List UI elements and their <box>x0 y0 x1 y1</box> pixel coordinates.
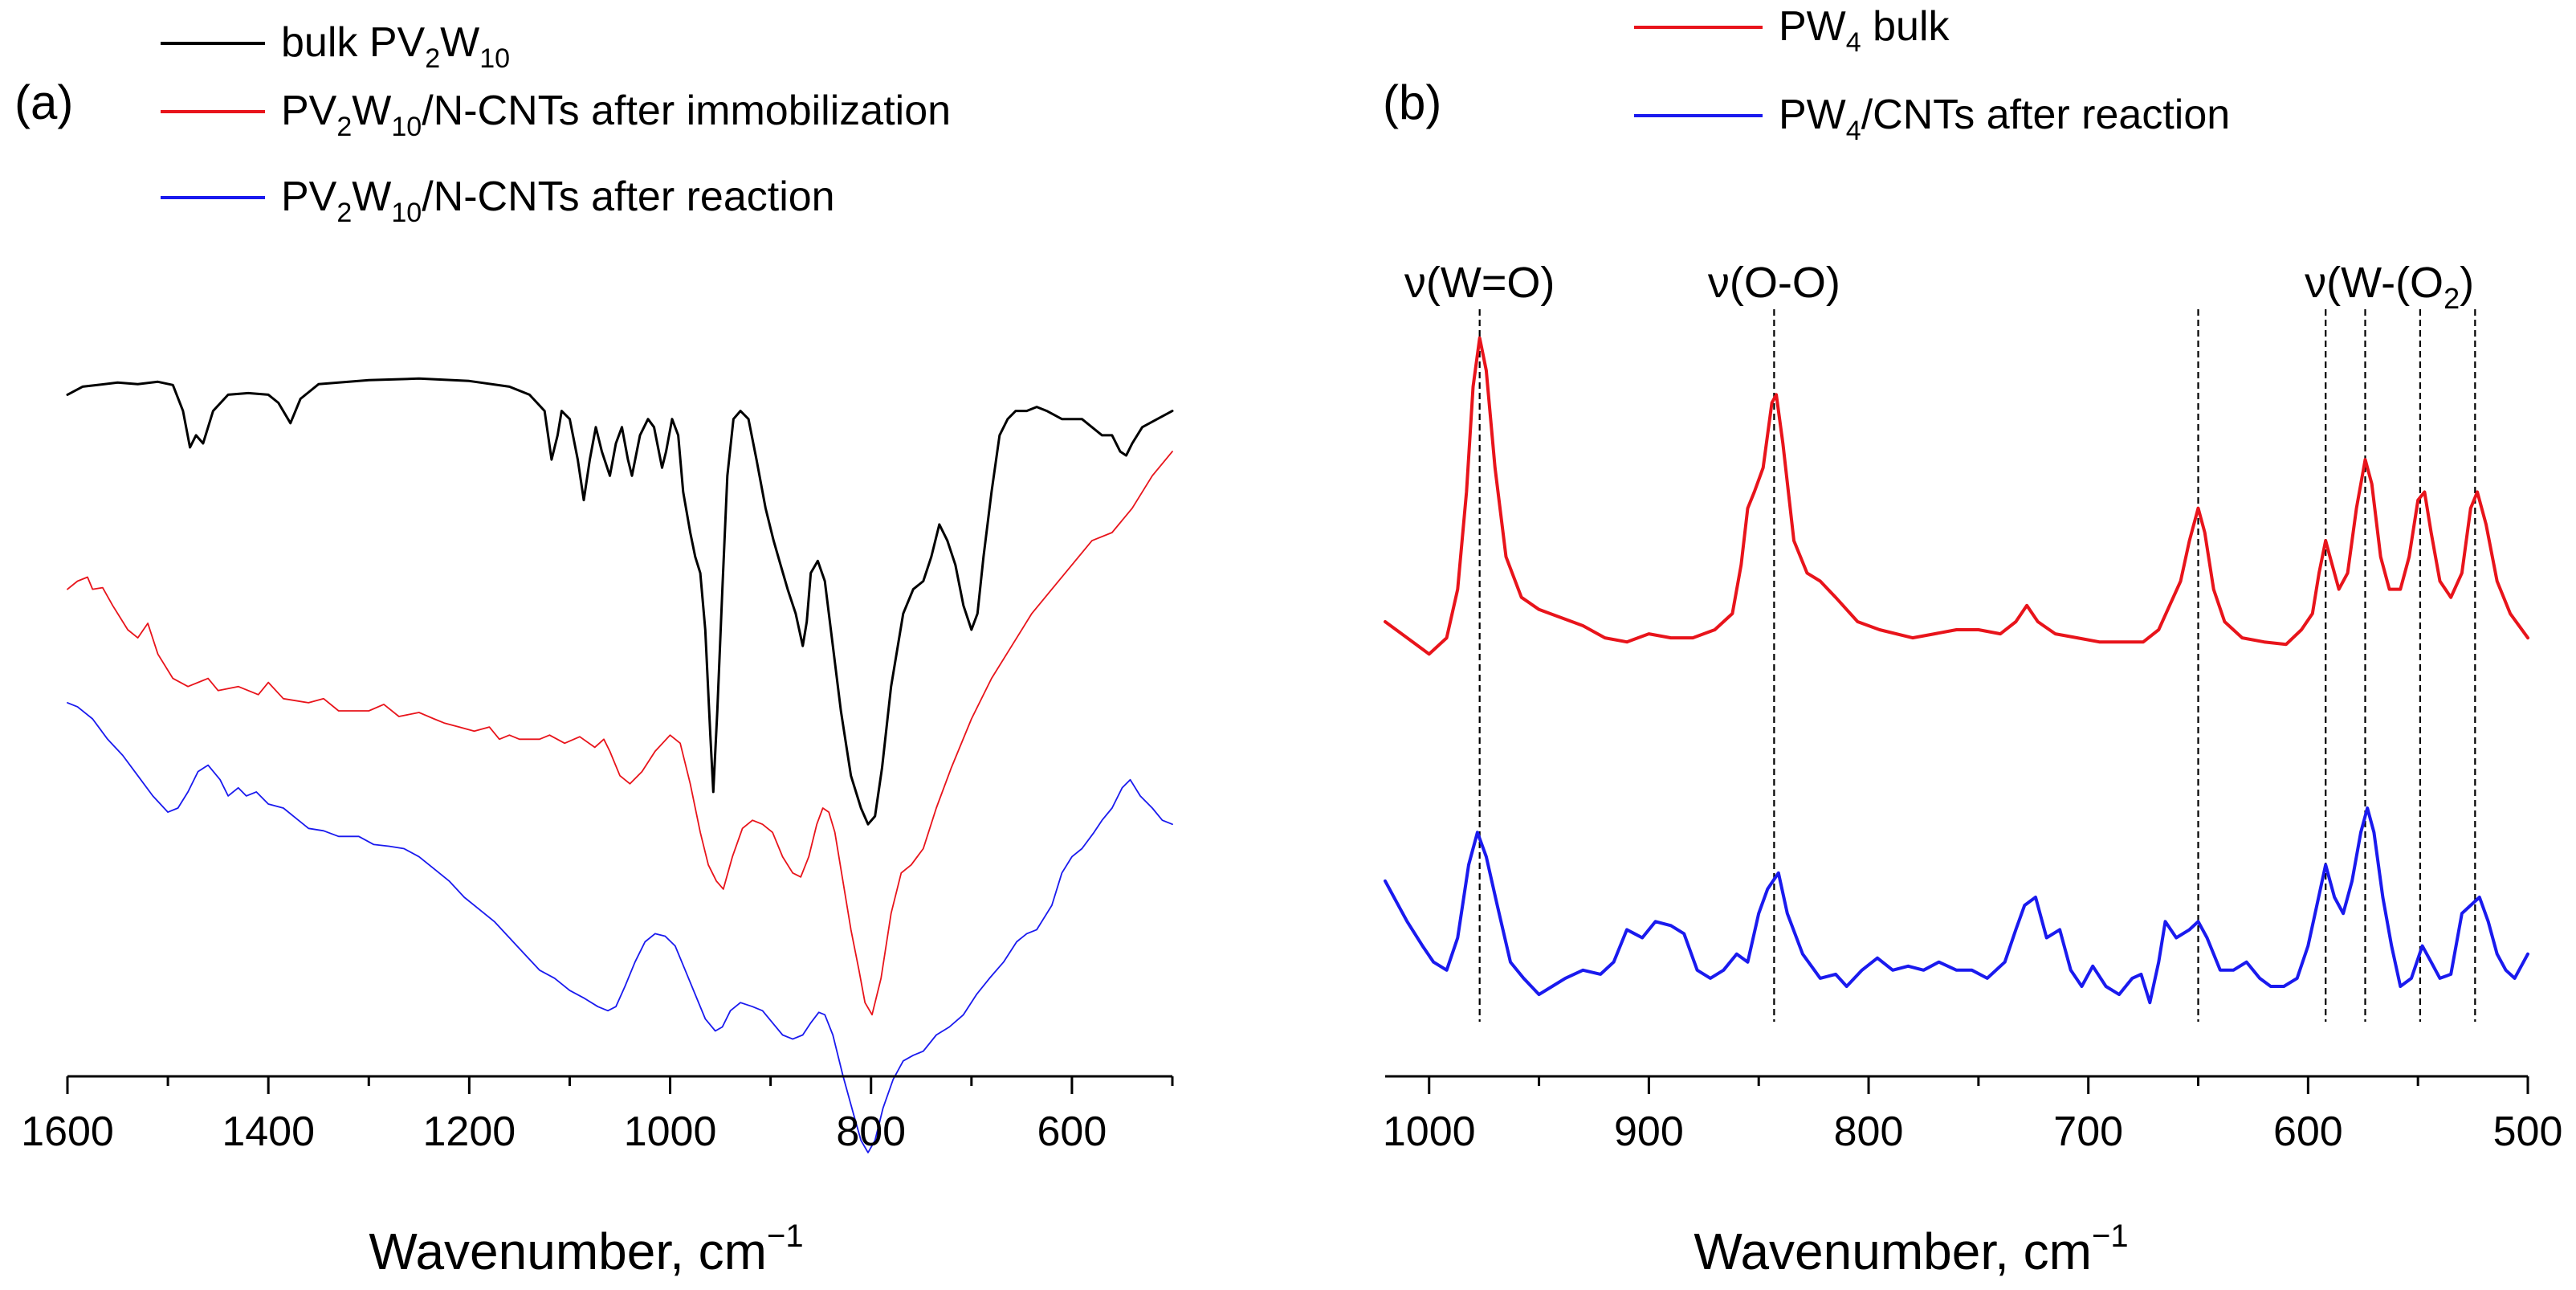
x-tick-label: 600 <box>2273 1108 2343 1155</box>
peak-annotation: ν(W=O) <box>1404 259 1555 307</box>
legend-entry: PV2W10/N-CNTs after reaction <box>281 173 835 228</box>
panel-a-x-axis-label: Wavenumber, cm−1 <box>369 1219 803 1280</box>
panel-b-x-axis: 1000 900 800 700 600 500 <box>1383 1075 2563 1155</box>
panel-a-legend: bulk PV2W10 PV2W10/N-CNTs after immobiliz… <box>161 19 951 228</box>
panel-a: (a) bulk PV2W10 PV2W10/N-CNTs after immob… <box>14 19 1174 1280</box>
panel-b-x-axis-label: Wavenumber, cm−1 <box>1694 1219 2128 1280</box>
legend-entry: PV2W10/N-CNTs after immobilization <box>281 88 951 142</box>
panel-b-annotations: ν(W=O) ν(O-O) ν(W-(O2) <box>1404 259 2474 315</box>
x-tick-label: 1200 <box>423 1108 516 1155</box>
peak-annotation: ν(W-(O2) <box>2305 259 2474 315</box>
x-tick-label: 1000 <box>1383 1108 1476 1155</box>
x-tick-label: 1600 <box>21 1108 114 1155</box>
x-tick-label: 1400 <box>222 1108 315 1155</box>
legend-entry: PW4/CNTs after reaction <box>1779 92 2230 146</box>
x-tick-label: 800 <box>836 1108 906 1155</box>
panel-b-legend: PW4 bulk PW4/CNTs after reaction <box>1634 3 2230 146</box>
x-tick-label: 700 <box>2053 1108 2123 1155</box>
legend-entry: PW4 bulk <box>1779 3 1950 58</box>
series-line <box>67 702 1173 1153</box>
x-tick-label: 500 <box>2493 1108 2563 1155</box>
x-tick-label: 900 <box>1614 1108 1684 1155</box>
panel-a-series <box>66 377 1174 1153</box>
panel-b-series <box>1384 336 2529 1005</box>
panel-b-reference-lines <box>1478 309 2476 1022</box>
panel-a-label: (a) <box>14 76 73 129</box>
panel-a-x-axis: 1600 1400 1200 1000 800 600 <box>21 1075 1174 1155</box>
series-line <box>67 451 1173 1016</box>
peak-annotation: ν(O-O) <box>1708 259 1840 307</box>
x-tick-label: 1000 <box>624 1108 717 1155</box>
x-tick-label: 800 <box>1834 1108 1904 1155</box>
legend-entry: bulk PV2W10 <box>281 19 510 74</box>
panel-b-label: (b) <box>1383 76 1441 129</box>
panel-b: (b) PW4 bulk PW4/CNTs after reaction ν(W=… <box>1383 3 2562 1280</box>
series-line <box>66 377 1174 826</box>
x-tick-label: 600 <box>1037 1108 1107 1155</box>
series-line <box>1384 336 2529 656</box>
series-line <box>1384 806 2529 1005</box>
